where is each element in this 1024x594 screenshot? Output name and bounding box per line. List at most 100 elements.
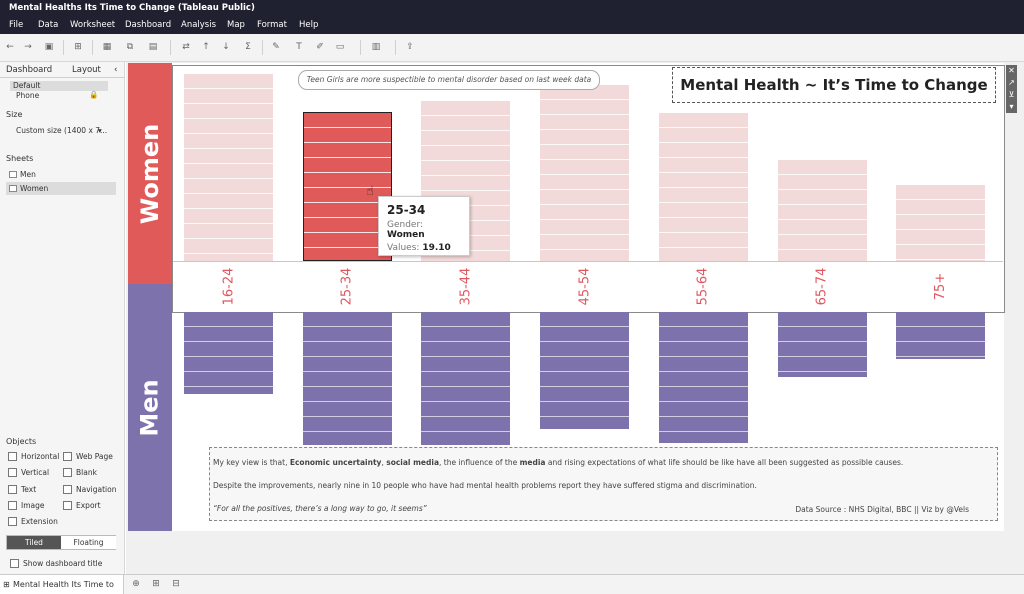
floating-button[interactable]: Floating [61,536,116,549]
age-label-35-44: 35-44 [458,267,474,305]
menu-analysis[interactable]: Analysis [181,20,217,30]
men-bar-16-24[interactable] [184,312,273,394]
women-baseline [173,261,1003,262]
share-icon[interactable]: ⇪ [406,42,414,52]
dashboard-pane: Dashboard Layout ‹ Default Phone 🔒 Size … [0,62,125,574]
women-bar-75+[interactable] [896,185,986,261]
horizontal-icon [8,452,17,461]
navigation-icon [63,485,72,494]
object-horizontal[interactable]: Horizontal [8,452,59,461]
sheet-controls: ✕ ↗ ⊻ ▾ [1006,65,1017,113]
highlight-icon[interactable]: ✎ [272,42,280,52]
menu-data[interactable]: Data [38,20,59,30]
export-icon [63,501,72,510]
notes-line-1: My key view is that, Economic uncertaint… [213,458,904,467]
age-label-55-64: 55-64 [695,267,711,305]
forward-icon[interactable]: → [24,42,32,52]
tab-layout[interactable]: Layout [72,65,101,75]
object-extension[interactable]: Extension [8,517,58,526]
device-phone[interactable]: Phone [16,91,40,100]
object-web-page[interactable]: Web Page [63,452,113,461]
lock-icon: 🔒 [89,90,99,99]
menu-help[interactable]: Help [299,20,319,30]
notes-text-box[interactable]: My key view is that, Economic uncertaint… [209,447,998,521]
chevron-down-icon[interactable]: ▾ [98,126,102,135]
show-title-checkbox[interactable] [10,559,19,568]
data-source: Data Source : NHS Digital, BBC || Viz by… [795,505,969,514]
age-label-45-54: 45-54 [577,267,593,305]
object-text[interactable]: Text [8,485,36,494]
menu-dashboard[interactable]: Dashboard [125,20,172,30]
new-story-icon[interactable]: ⊟ [172,579,180,589]
sheet-item-men[interactable]: Men [6,168,116,181]
women-bar-25-34[interactable] [302,112,392,261]
totals-icon[interactable]: Σ [245,42,251,52]
sheet-icon [9,185,17,192]
new-worksheet-icon[interactable]: ⊕ [132,579,140,589]
object-image[interactable]: Image [8,501,45,510]
collapse-icon[interactable]: ‹ [114,65,118,75]
age-label-75+: 75+ [933,272,949,300]
men-bar-25-34[interactable] [302,312,392,445]
women-bar-55-64[interactable] [658,112,748,261]
device-default: Default [13,81,41,90]
show-me-icon[interactable]: ▥ [371,42,381,52]
back-icon[interactable]: ← [6,42,14,52]
object-navigation[interactable]: Navigation [63,485,116,494]
annotate-icon[interactable]: ✐ [316,42,324,52]
object-vertical[interactable]: Vertical [8,468,49,477]
annotation[interactable]: Teen Girls are more suspectible to menta… [298,70,600,90]
tiled-floating-toggle: Tiled Floating [6,535,116,550]
sheets-heading: Sheets [6,154,34,163]
tooltip-values: Values: 19.10 [387,243,451,253]
dashboard-title[interactable]: Mental Health ~ It’s Time to Change [672,67,996,103]
tooltip-gender: Gender: Women [387,220,425,240]
go-to-sheet-icon[interactable]: ↗ [1008,78,1015,87]
menu-format[interactable]: Format [257,20,287,30]
dashboard-icon: ⊞ [3,580,10,589]
object-export[interactable]: Export [63,501,101,510]
size-dropdown[interactable]: Custom size (1400 x 7... [16,126,108,135]
age-label-16-24: 16-24 [221,267,236,305]
filter-icon[interactable]: ⊻ [1008,90,1015,99]
text-icon[interactable]: T [296,42,302,52]
women-bar-16-24[interactable] [184,73,273,261]
tab-dashboard-sheet[interactable]: ⊞ Mental Health Its Time to C... [0,575,124,594]
save-icon[interactable]: ▣ [44,42,54,52]
men-bar-55-64[interactable] [658,312,748,444]
men-bar-35-44[interactable] [421,312,511,445]
menu-file[interactable]: File [9,20,24,30]
men-bar-45-54[interactable] [540,312,630,429]
tab-dashboard[interactable]: Dashboard [6,65,53,75]
menu-bar: File Data Worksheet Dashboard Analysis M… [0,16,1024,34]
new-worksheet-icon[interactable]: ▦ [102,42,112,52]
fit-icon[interactable]: ▭ [335,42,345,52]
men-band: Men [128,284,172,531]
clear-sheet-icon[interactable]: ▤ [148,42,158,52]
sheet-item-women[interactable]: Women [6,182,116,195]
more-options-icon[interactable]: ▾ [1009,102,1014,111]
men-bar-75+[interactable] [896,312,986,359]
new-datasource-icon[interactable]: ⊞ [74,42,82,52]
sort-desc-icon[interactable]: ↓ [222,42,230,52]
text-icon [8,485,17,494]
men-bar-65-74[interactable] [777,312,867,377]
objects-heading: Objects [6,437,37,446]
women-bar-45-54[interactable] [540,84,630,261]
notes-line-2: Despite the improvements, nearly nine in… [213,481,757,490]
new-dashboard-icon[interactable]: ⊞ [152,579,160,589]
device-default-row[interactable]: Default [10,81,108,91]
women-bar-65-74[interactable] [777,160,867,261]
menu-worksheet[interactable]: Worksheet [70,20,116,30]
tiled-button[interactable]: Tiled [7,536,61,549]
duplicate-icon[interactable]: ⧉ [126,42,134,52]
swap-icon[interactable]: ⇄ [182,42,190,52]
sheet-tab-bar: ⊞ Mental Health Its Time to C... ⊕ ⊞ ⊟ [0,574,1024,594]
close-icon[interactable]: ✕ [1008,66,1015,75]
object-blank[interactable]: Blank [63,468,97,477]
sheet-icon [9,171,17,178]
age-label-25-34: 25-34 [339,267,355,305]
pane-tabs: Dashboard Layout ‹ [0,62,125,78]
menu-map[interactable]: Map [227,20,245,30]
sort-asc-icon[interactable]: ↑ [202,42,210,52]
